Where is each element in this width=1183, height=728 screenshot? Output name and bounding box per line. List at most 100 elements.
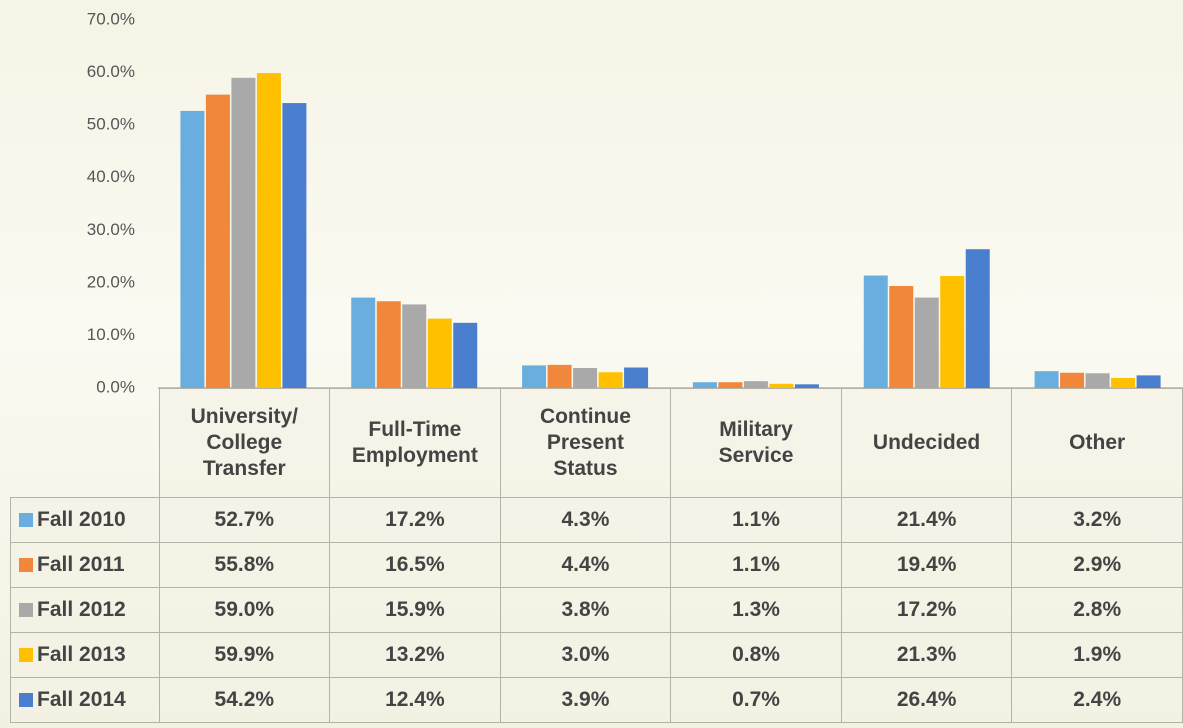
legend-swatch [19,558,33,572]
bar [889,286,914,388]
bar [205,94,230,388]
header-row: University/ College Transfer Full-Time Em… [11,388,1183,498]
y-tick-label: 50.0% [87,115,135,134]
bar [573,368,598,388]
value-cell: 1.9% [1011,632,1183,678]
bar [914,297,939,388]
bar [769,383,794,388]
bar [351,297,376,388]
legend-swatch [19,603,33,617]
value-cell: 3.2% [1011,497,1183,543]
value-cell: 4.4% [499,542,672,588]
bar [743,381,768,388]
value-cell: 1.1% [670,497,842,543]
value-cell: 3.0% [499,632,672,678]
value-cell: 59.0% [158,587,331,633]
bar [794,384,819,388]
bar [427,318,452,388]
bar [453,322,478,388]
value-cell: 4.3% [499,497,672,543]
y-tick-label: 10.0% [87,325,135,344]
legend-swatch [19,513,33,527]
value-cell: 17.2% [329,497,501,543]
bar [965,249,990,388]
y-tick-label: 70.0% [87,9,135,28]
bar [718,382,743,388]
legend-label: Fall 2012 [37,598,126,621]
category-cell: Continue Present Status [499,388,672,498]
legend-cell: Fall 2012 [10,587,160,633]
bar [1034,371,1059,388]
value-cell: 1.1% [670,542,842,588]
legend-cell: Fall 2013 [10,632,160,678]
value-cell: 54.2% [158,677,331,723]
value-cell: 21.4% [840,497,1013,543]
bar [1060,372,1085,388]
value-cell: 19.4% [840,542,1013,588]
blank-cell [11,389,160,498]
value-cell: 21.3% [840,632,1013,678]
bar [863,275,888,388]
value-cell: 17.2% [840,587,1013,633]
legend-label: Fall 2011 [37,553,125,576]
value-cell: 16.5% [329,542,501,588]
value-cell: 12.4% [329,677,501,723]
legend-cell: Fall 2010 [10,497,160,543]
bar [256,73,281,389]
legend-cell: Fall 2014 [10,677,160,723]
value-cell: 2.8% [1011,587,1183,633]
value-cell: 13.2% [329,632,501,678]
legend-label: Fall 2010 [37,508,126,531]
category-cell: Undecided [840,388,1013,498]
y-tick-label: 0.0% [96,377,135,396]
value-cell: 2.9% [1011,542,1183,588]
category-label: Undecided [872,431,981,454]
value-cell: 55.8% [158,542,331,588]
category-cell: Military Service [670,388,842,498]
value-cell: 0.7% [670,677,842,723]
bar [692,382,717,388]
category-label: Continue Present Status [539,405,631,480]
legend-label: Fall 2014 [37,688,126,711]
bar [598,372,623,388]
value-cell: 3.9% [499,677,672,723]
data-row: Fall 2010 52.7% 17.2% 4.3% 1.1% 21.4% 3.2% [10,497,1183,543]
value-cell: 0.8% [670,632,842,678]
category-cell: Full-Time Employment [329,388,501,498]
value-cell: 15.9% [329,587,501,633]
value-cell: 26.4% [840,677,1013,723]
value-cell: 3.8% [499,587,672,633]
bar [940,276,965,388]
bar [231,77,256,388]
data-row: Fall 2014 54.2% 12.4% 3.9% 0.7% 26.4% 2.4% [10,677,1183,723]
y-tick-label: 30.0% [87,220,135,239]
category-label: Military Service [718,418,794,467]
bar [624,367,649,388]
bar [1136,375,1161,388]
bar [282,103,307,388]
data-table: University/ College Transfer Full-Time Em… [10,388,1183,723]
data-row: Fall 2012 59.0% 15.9% 3.8% 1.3% 17.2% 2.8% [10,587,1183,633]
legend-swatch [19,693,33,707]
legend-cell: Fall 2011 [10,542,160,588]
y-tick-label: 40.0% [87,167,135,186]
category-label: Other [1069,431,1126,454]
bar [180,110,205,388]
legend-swatch [19,648,33,662]
data-row: Fall 2011 55.8% 16.5% 4.4% 1.1% 19.4% 2.9% [10,542,1183,588]
bar [522,365,547,388]
category-label: University/ College Transfer [190,405,298,480]
category-label: Full-Time Employment [351,418,478,467]
data-row: Fall 2013 59.9% 13.2% 3.0% 0.8% 21.3% 1.9% [10,632,1183,678]
bar [402,304,427,388]
y-tick-label: 60.0% [87,62,135,81]
category-cell: University/ College Transfer [158,388,331,498]
bar [1085,373,1110,388]
legend-label: Fall 2013 [37,643,126,666]
value-cell: 2.4% [1011,677,1183,723]
y-tick-label: 20.0% [87,272,135,291]
bar [547,364,572,388]
value-cell: 59.9% [158,632,331,678]
